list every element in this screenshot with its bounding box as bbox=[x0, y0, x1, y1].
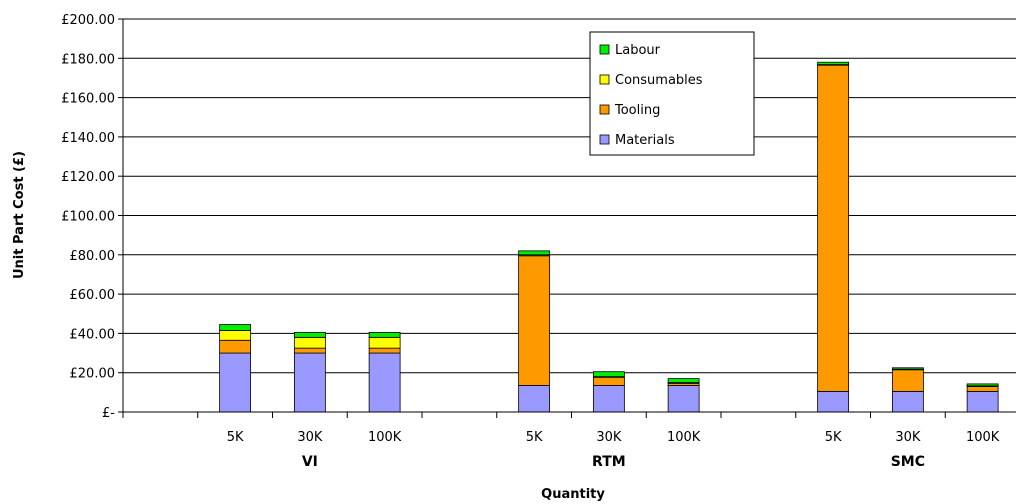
y-tick-label: £- bbox=[102, 406, 115, 421]
bar-segment-labour bbox=[966, 383, 999, 387]
legend-swatch bbox=[599, 134, 610, 145]
bar-segment-tooling bbox=[891, 369, 924, 392]
group-label: VI bbox=[302, 454, 318, 470]
legend-swatch bbox=[599, 74, 610, 85]
y-tick-label: £120.00 bbox=[61, 170, 115, 185]
bar-segment-labour bbox=[219, 324, 252, 331]
bar-segment-labour bbox=[817, 61, 850, 65]
x-tick-label: 100K bbox=[966, 430, 1000, 445]
x-tick-label: 5K bbox=[526, 430, 543, 445]
bar-segment-materials bbox=[293, 352, 326, 413]
x-tick-label: 30K bbox=[297, 430, 323, 445]
bar-segment-tooling bbox=[219, 339, 252, 354]
bar-segment-materials bbox=[219, 352, 252, 413]
y-tick-label: £140.00 bbox=[61, 131, 115, 146]
bar-segment-materials bbox=[667, 385, 700, 413]
y-tick-label: £40.00 bbox=[70, 327, 116, 342]
y-tick-label: £160.00 bbox=[61, 92, 115, 107]
bar-segment-labour bbox=[518, 250, 551, 256]
x-tick-label: 30K bbox=[895, 430, 921, 445]
y-tick-label: £200.00 bbox=[61, 13, 115, 28]
bar-segment-materials bbox=[966, 390, 999, 413]
bar-segment-consumables bbox=[368, 336, 401, 349]
legend-label: Materials bbox=[615, 133, 675, 148]
x-axis-title: Quantity bbox=[541, 487, 605, 502]
y-tick-label: £60.00 bbox=[70, 288, 116, 303]
legend: Labour Consumables Tooling Materials bbox=[589, 31, 755, 156]
x-tick-label: 5K bbox=[825, 430, 842, 445]
y-tick-label: £20.00 bbox=[70, 367, 116, 382]
bar-segment-materials bbox=[817, 390, 850, 413]
y-tick-label: £100.00 bbox=[61, 210, 115, 225]
bar-segment-labour bbox=[368, 332, 401, 338]
x-tick-label: 5K bbox=[227, 430, 244, 445]
legend-label: Labour bbox=[615, 43, 661, 58]
bar-segment-tooling bbox=[592, 377, 625, 386]
legend-swatch bbox=[599, 44, 610, 55]
group-label: SMC bbox=[891, 454, 925, 470]
bar-segment-consumables bbox=[293, 336, 326, 349]
bar-segment-tooling bbox=[293, 347, 326, 354]
x-axis-ticks: 5K 30K 100K 5K 30K 100K 5K 30K 100K bbox=[122, 412, 1000, 445]
y-axis-title: Unit Part Cost (£) bbox=[12, 151, 27, 279]
bar-segment-tooling bbox=[817, 64, 850, 392]
group-labels: VI RTM SMC bbox=[302, 454, 925, 470]
x-tick-label: 30K bbox=[596, 430, 622, 445]
bar-segment-tooling bbox=[368, 347, 401, 354]
legend-label: Consumables bbox=[615, 73, 703, 88]
bar-segment-materials bbox=[368, 352, 401, 413]
group-label: RTM bbox=[592, 454, 626, 470]
bar-segment-labour bbox=[891, 367, 924, 370]
bar-segment-consumables bbox=[219, 330, 252, 341]
y-tick-label: £180.00 bbox=[61, 52, 115, 67]
legend-label: Tooling bbox=[614, 103, 660, 118]
bar-segment-labour bbox=[667, 378, 700, 383]
x-tick-label: 100K bbox=[368, 430, 402, 445]
bar-segment-labour bbox=[592, 371, 625, 378]
y-tick-label: £80.00 bbox=[70, 249, 116, 264]
bar-segment-tooling bbox=[966, 386, 999, 392]
x-tick-label: 100K bbox=[667, 430, 701, 445]
legend-swatch bbox=[599, 104, 610, 115]
bar-segment-tooling bbox=[518, 255, 551, 386]
bar-segment-materials bbox=[891, 390, 924, 413]
bar-segment-materials bbox=[518, 385, 551, 413]
bars bbox=[219, 61, 999, 413]
legend-box bbox=[589, 31, 755, 156]
gridlines bbox=[123, 18, 1016, 374]
bar-segment-materials bbox=[592, 385, 625, 413]
bar-segment-labour bbox=[293, 332, 326, 338]
y-axis-ticks: £- £20.00 £40.00 £60.00 £80.00 £100.00 £120.00… bbox=[61, 13, 123, 421]
